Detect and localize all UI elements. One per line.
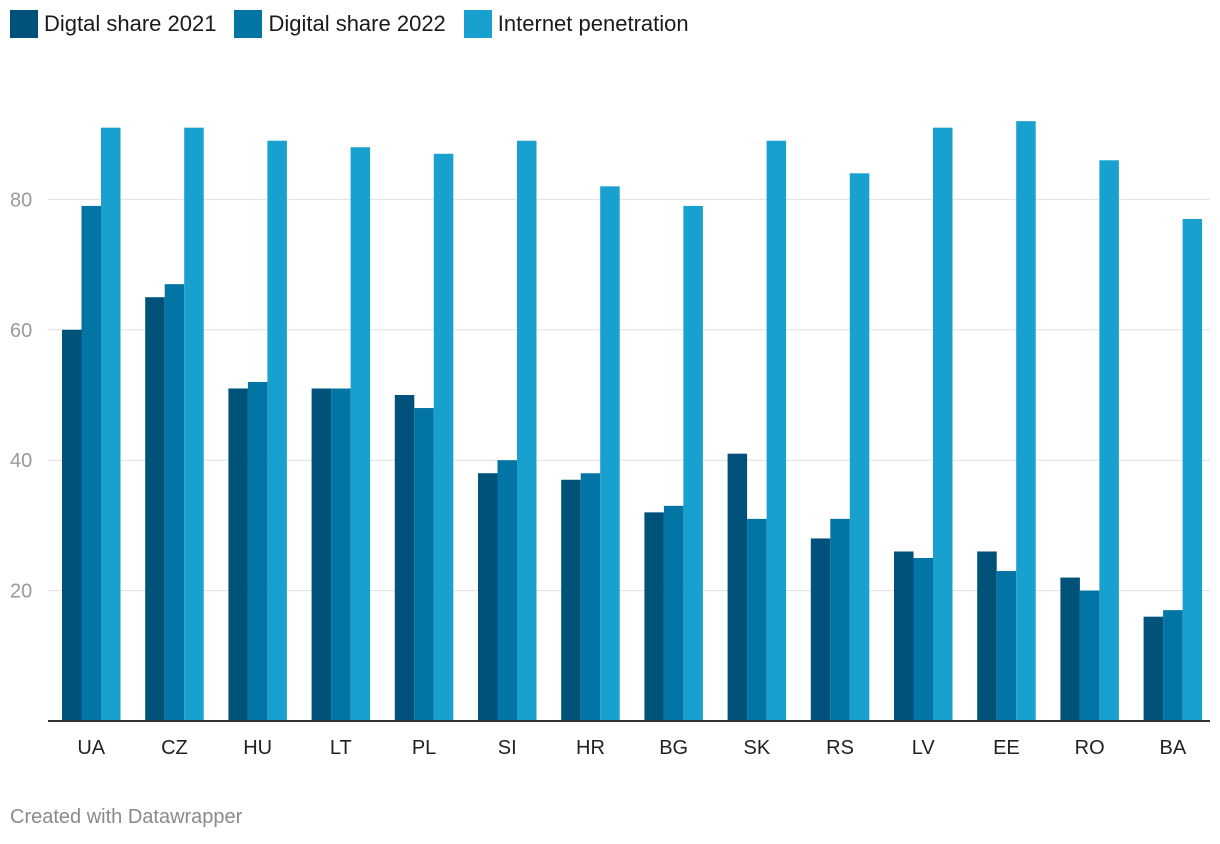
legend-item-2022: Digital share 2022 (234, 10, 446, 38)
x-tick-label-ua: UA (77, 737, 105, 759)
bar-hu-series-1 (228, 388, 248, 721)
bar-ro-series-3 (1099, 160, 1119, 721)
bar-hr-series-3 (600, 186, 620, 722)
x-tick-label-hr: HR (576, 737, 605, 759)
bar-hr-series-1 (561, 479, 581, 721)
bar-lv-series-3 (933, 127, 953, 722)
chart-legend: Digtal share 2021 Digital share 2022 Int… (10, 10, 707, 38)
bar-rs-series-2 (830, 518, 850, 721)
bar-cz-series-2 (164, 284, 185, 721)
bar-lv-series-1 (894, 551, 914, 721)
bar-lt-series-2 (331, 388, 351, 721)
bars (62, 121, 1203, 722)
bar-sk-series-2 (747, 518, 767, 721)
y-tick-label-20: 20 (10, 581, 32, 603)
bar-ee-series-2 (996, 571, 1017, 721)
bar-sk-series-3 (766, 140, 787, 722)
legend-swatch-2022 (234, 10, 263, 38)
bar-pl-series-2 (414, 408, 434, 721)
bar-ua-series-2 (81, 205, 101, 722)
bar-ua-series-1 (62, 329, 82, 721)
bar-si-series-2 (497, 460, 517, 721)
bar-cz-series-3 (184, 127, 204, 722)
x-tick-label-pl: PL (412, 737, 436, 759)
x-tick-label-cz: CZ (161, 737, 188, 759)
bar-lv-series-2 (913, 558, 933, 721)
bar-sk-series-1 (727, 453, 748, 721)
bar-lt-series-1 (311, 388, 332, 721)
x-tick-label-hu: HU (243, 737, 272, 759)
legend-swatch-internet (463, 10, 492, 38)
bar-ba-series-2 (1163, 610, 1183, 721)
legend-swatch-2021 (10, 10, 38, 38)
x-tick-label-ro: RO (1075, 737, 1105, 759)
y-tick-label-60: 60 (10, 320, 32, 342)
bar-rs-series-1 (810, 538, 831, 721)
bar-rs-series-3 (849, 173, 870, 721)
legend-label-2021: Digtal share 2021 (44, 11, 217, 36)
bar-hu-series-3 (267, 140, 287, 722)
bar-pl-series-1 (394, 395, 415, 721)
bar-pl-series-3 (433, 153, 454, 721)
legend-item-internet: Internet penetration (463, 10, 689, 38)
bar-bg-series-3 (683, 205, 703, 722)
bar-si-series-1 (478, 473, 498, 721)
x-tick-label-rs: RS (826, 737, 854, 759)
bar-ro-series-2 (1079, 590, 1100, 721)
bar-hr-series-2 (580, 473, 601, 721)
bar-ba-series-1 (1143, 616, 1164, 721)
bar-ua-series-3 (101, 127, 121, 722)
bar-bg-series-2 (663, 505, 684, 721)
bar-ee-series-3 (1016, 121, 1036, 721)
x-tick-label-bg: BG (659, 737, 688, 759)
bar-ee-series-1 (977, 551, 997, 721)
x-tick-label-lv: LV (912, 737, 936, 759)
footer-credit: Created with Datawrapper (10, 806, 243, 828)
bar-ro-series-1 (1060, 577, 1080, 721)
bar-hu-series-2 (247, 381, 268, 721)
bar-cz-series-1 (145, 297, 165, 721)
bar-si-series-3 (517, 140, 537, 722)
bar-bg-series-1 (644, 512, 664, 721)
x-tick-label-si: SI (498, 737, 517, 759)
legend-item-2021: Digtal share 2021 (10, 10, 216, 38)
x-tick-label-ee: EE (993, 737, 1020, 759)
y-tick-label-80: 80 (10, 189, 32, 211)
x-tick-label-ba: BA (1160, 737, 1187, 759)
legend-label-internet: Internet penetration (497, 11, 689, 36)
y-tick-label-40: 40 (10, 450, 32, 472)
bar-ba-series-3 (1182, 218, 1203, 721)
x-tick-label-lt: LT (330, 737, 352, 759)
bar-lt-series-3 (350, 147, 371, 722)
legend-label-2022: Digital share 2022 (268, 11, 446, 36)
x-tick-label-sk: SK (744, 737, 771, 759)
